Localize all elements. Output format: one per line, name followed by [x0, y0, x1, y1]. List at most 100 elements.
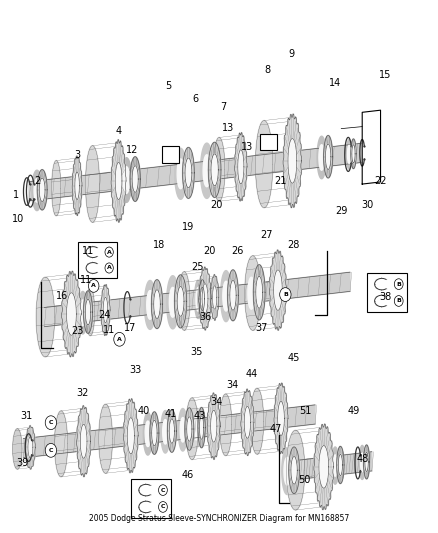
Polygon shape [80, 300, 85, 326]
Polygon shape [314, 424, 334, 510]
Polygon shape [212, 286, 217, 309]
Text: 13: 13 [222, 123, 234, 133]
Text: 36: 36 [199, 312, 211, 322]
Polygon shape [75, 172, 79, 199]
Text: 49: 49 [347, 406, 360, 416]
Polygon shape [13, 429, 22, 469]
Text: 44: 44 [246, 369, 258, 379]
Polygon shape [162, 419, 168, 444]
Polygon shape [143, 413, 152, 455]
Polygon shape [166, 276, 179, 329]
Polygon shape [362, 110, 381, 184]
Text: 18: 18 [152, 240, 165, 250]
Polygon shape [199, 280, 206, 318]
Polygon shape [207, 393, 220, 459]
Polygon shape [317, 136, 326, 179]
Polygon shape [101, 285, 110, 336]
Polygon shape [174, 275, 187, 328]
Polygon shape [347, 146, 351, 163]
FancyBboxPatch shape [367, 273, 407, 312]
Text: A: A [107, 265, 112, 270]
Text: 2005 Dodge Stratus Sleeve-SYNCHRONIZER Diagram for MN168857: 2005 Dodge Stratus Sleeve-SYNCHRONIZER D… [89, 514, 349, 523]
Polygon shape [244, 406, 251, 438]
Text: 46: 46 [181, 470, 194, 480]
Circle shape [45, 443, 57, 457]
Polygon shape [34, 179, 40, 202]
Polygon shape [227, 270, 238, 321]
Polygon shape [360, 453, 364, 472]
Polygon shape [180, 417, 185, 442]
Polygon shape [352, 145, 355, 163]
Polygon shape [221, 271, 231, 321]
Polygon shape [185, 158, 192, 188]
Text: 45: 45 [288, 353, 300, 363]
Text: 11: 11 [82, 246, 94, 255]
Text: 32: 32 [77, 388, 89, 398]
Polygon shape [84, 291, 92, 333]
Text: 40: 40 [138, 406, 150, 416]
Polygon shape [80, 424, 87, 458]
Polygon shape [103, 297, 108, 323]
Polygon shape [39, 178, 45, 201]
Text: 11: 11 [103, 325, 115, 335]
Polygon shape [211, 274, 219, 320]
Polygon shape [177, 287, 184, 316]
Polygon shape [211, 410, 217, 442]
Polygon shape [147, 290, 153, 319]
Text: 35: 35 [190, 346, 202, 357]
Polygon shape [85, 300, 91, 325]
Polygon shape [44, 272, 350, 327]
Polygon shape [289, 447, 300, 494]
Text: C: C [49, 420, 53, 425]
Text: 50: 50 [298, 475, 311, 485]
Polygon shape [183, 147, 194, 198]
Text: B: B [396, 281, 401, 287]
Polygon shape [99, 404, 113, 473]
Polygon shape [169, 419, 174, 443]
Text: 31: 31 [20, 411, 32, 422]
Polygon shape [199, 416, 204, 439]
Text: 11: 11 [80, 275, 92, 285]
Polygon shape [161, 410, 170, 453]
FancyBboxPatch shape [78, 242, 117, 278]
Polygon shape [115, 163, 122, 199]
Text: 30: 30 [361, 200, 374, 211]
Text: 1: 1 [13, 190, 19, 200]
FancyBboxPatch shape [162, 146, 179, 163]
Text: 20: 20 [203, 246, 215, 255]
Polygon shape [208, 142, 221, 198]
Polygon shape [23, 405, 315, 458]
Polygon shape [29, 143, 367, 201]
Polygon shape [124, 167, 130, 193]
Text: 4: 4 [116, 126, 122, 136]
Text: 14: 14 [328, 78, 341, 88]
Text: 5: 5 [166, 81, 172, 91]
Circle shape [280, 288, 291, 302]
Polygon shape [238, 150, 244, 184]
Text: 23: 23 [71, 326, 83, 336]
Polygon shape [186, 398, 198, 459]
Polygon shape [72, 156, 82, 216]
Polygon shape [77, 406, 91, 477]
Circle shape [159, 484, 167, 496]
Text: B: B [283, 292, 288, 297]
Polygon shape [253, 265, 265, 320]
Polygon shape [177, 159, 184, 189]
Polygon shape [85, 146, 99, 222]
Polygon shape [111, 140, 126, 222]
Polygon shape [187, 417, 192, 441]
Polygon shape [145, 280, 155, 329]
Text: 7: 7 [220, 102, 226, 112]
Polygon shape [194, 416, 198, 440]
Text: 34: 34 [226, 379, 238, 390]
Polygon shape [338, 454, 343, 475]
Text: 33: 33 [129, 365, 141, 375]
Polygon shape [28, 437, 33, 458]
Polygon shape [319, 446, 328, 488]
Polygon shape [282, 448, 293, 495]
Text: 8: 8 [264, 65, 270, 75]
Polygon shape [178, 272, 190, 330]
Polygon shape [198, 278, 205, 320]
Polygon shape [37, 169, 47, 210]
Text: 15: 15 [379, 70, 391, 80]
